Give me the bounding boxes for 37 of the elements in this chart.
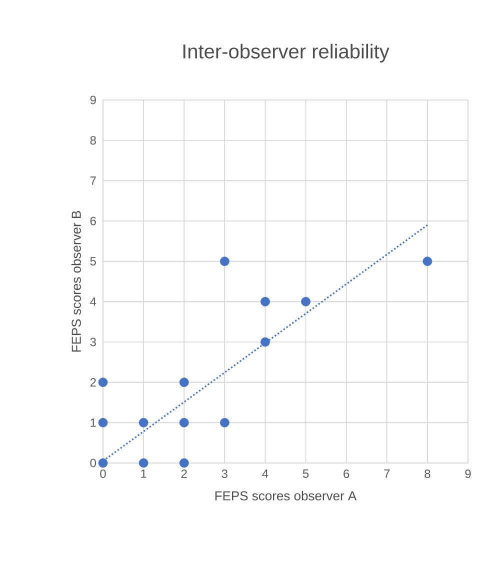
point: [138, 458, 148, 468]
point: [98, 458, 108, 468]
y-tick-label: 0: [90, 458, 96, 468]
y-tick-label: 5: [90, 257, 96, 266]
point: [220, 256, 230, 266]
y-tick-label: 9: [90, 96, 96, 104]
point: [260, 337, 270, 347]
y-axis-title: FEPS scores observer B: [71, 211, 81, 352]
y-tick-label: 1: [90, 418, 96, 427]
y-tick-label: 2: [90, 378, 96, 387]
x-tick-label: 6: [344, 470, 350, 478]
x-tick-label: 2: [181, 470, 187, 478]
x-tick-label: 5: [302, 470, 309, 478]
y-tick-label: 7: [90, 176, 96, 185]
point: [98, 378, 108, 388]
x-tick-label: 7: [384, 470, 390, 478]
y-tick-label: 8: [90, 136, 96, 145]
point: [260, 296, 270, 306]
x-tick-label: 9: [465, 470, 471, 478]
point: [220, 418, 230, 428]
x-tick-label: 3: [222, 470, 228, 478]
y-tick-label: 3: [90, 338, 96, 346]
x-axis-title: FEPS scores observer A: [215, 490, 357, 500]
x-tick-label: 4: [262, 470, 268, 478]
chart-title: Inter-observer reliability: [183, 44, 390, 62]
y-tick-label: 6: [90, 216, 96, 226]
point: [179, 458, 189, 468]
point: [179, 378, 189, 388]
point: [301, 296, 310, 306]
point: [138, 418, 148, 428]
x-tick-label: 8: [424, 470, 430, 478]
x-tick-label: 0: [100, 470, 106, 478]
point: [422, 256, 432, 266]
x-tick-label: 1: [141, 470, 146, 478]
y-tick-label: 4: [90, 298, 96, 306]
point: [98, 418, 108, 428]
point: [179, 418, 189, 428]
